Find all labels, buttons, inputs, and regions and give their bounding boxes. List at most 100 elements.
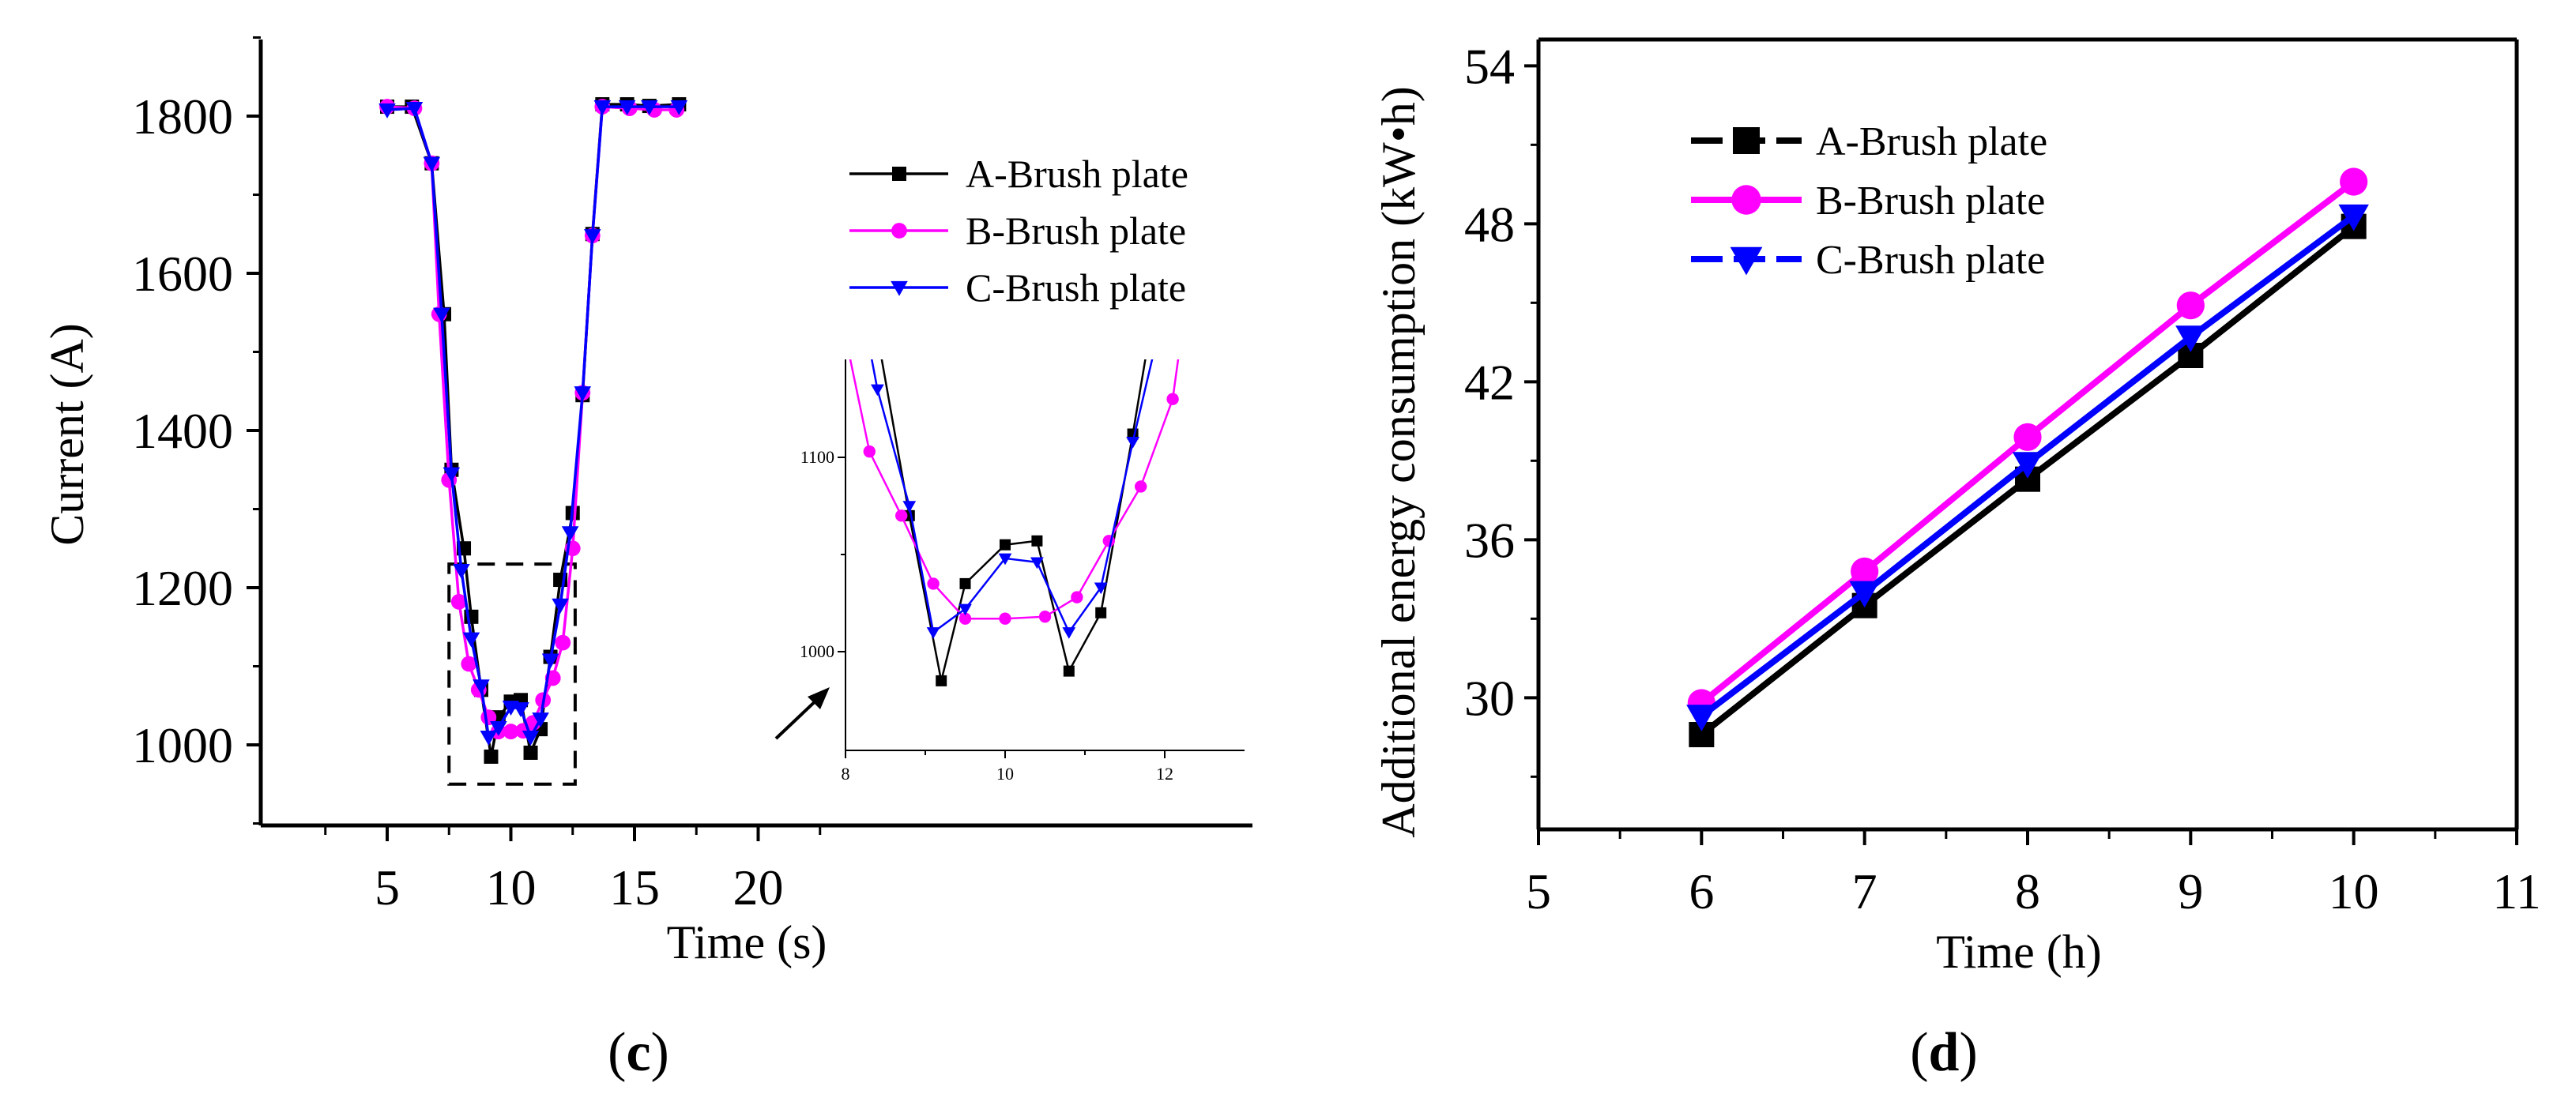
d-x-tick-label: 6 xyxy=(1689,863,1714,919)
c-series-c xyxy=(378,100,688,746)
c-data-point xyxy=(405,101,424,117)
c-series-line xyxy=(386,105,680,741)
panel-d-chart: 5 6 7 8 9 10 11 30 36 42 48 54 A-Brush plate B-Brush… xyxy=(1373,37,2541,1083)
c-data-point xyxy=(552,598,569,614)
c-inset-data-point xyxy=(999,612,1011,625)
c-inset-x-tick-label: 12 xyxy=(1156,764,1173,784)
panel-c-chart: 5 10 15 20 1000 1200 1400 1600 1800 8 10 12 1000 110… xyxy=(41,36,1252,1083)
c-inset-data-point xyxy=(1095,607,1107,618)
d-panel-label: (d) xyxy=(1910,1022,1978,1083)
d-data-point xyxy=(2012,452,2043,479)
c-x-axis-title: Time (s) xyxy=(667,916,827,968)
c-series-line xyxy=(386,105,677,733)
d-x-tick-label: 5 xyxy=(1526,863,1551,919)
c-data-point xyxy=(378,103,396,118)
d-series-a xyxy=(1689,213,2367,747)
c-data-point xyxy=(523,745,538,760)
d-series-layer xyxy=(1686,167,2369,747)
c-inset-data-point xyxy=(1030,557,1044,570)
c-data-point xyxy=(561,526,579,542)
d-legend-label: A-Brush plate xyxy=(1816,119,2047,164)
c-inset-data-point xyxy=(926,627,940,639)
d-x-tick-label: 11 xyxy=(2492,863,2541,919)
d-axis-ticks: 5 6 7 8 9 10 11 30 36 42 48 54 xyxy=(1464,38,2541,919)
d-data-point xyxy=(1686,705,1717,731)
d-legend-label: C-Brush plate xyxy=(1816,238,2045,283)
c-data-point xyxy=(583,229,601,245)
c-y-tick-label: 1600 xyxy=(132,246,233,302)
c-inset-data-point xyxy=(1031,535,1043,547)
c-inset-data-point xyxy=(927,577,940,590)
c-data-point xyxy=(503,724,519,739)
c-x-tick-label: 10 xyxy=(486,859,537,915)
c-zoom-box xyxy=(447,562,577,786)
d-data-point xyxy=(1851,557,1879,585)
c-legend-label: C-Brush plate xyxy=(966,265,1186,310)
c-inset-data-point xyxy=(863,445,876,458)
d-series-b xyxy=(1687,167,2368,717)
d-data-point xyxy=(2340,167,2368,196)
c-data-point xyxy=(593,100,612,115)
d-x-tick-label: 7 xyxy=(1852,863,1877,919)
c-data-point xyxy=(670,100,688,115)
c-data-point xyxy=(484,749,499,764)
c-y-tick-label: 1200 xyxy=(132,560,233,616)
c-inset-y-tick-label: 1100 xyxy=(800,447,834,467)
c-y-tick-label: 1800 xyxy=(132,88,233,145)
d-legend-label: B-Brush plate xyxy=(1816,179,2045,224)
d-legend-marker xyxy=(1733,127,1760,154)
d-data-point xyxy=(2338,204,2369,231)
c-legend-item-a: A-Brush plate xyxy=(849,152,1188,196)
d-x-tick-label: 9 xyxy=(2178,863,2203,919)
d-y-tick-label: 36 xyxy=(1464,512,1515,568)
c-series-layer xyxy=(378,97,688,764)
c-inset-x-tick-label: 8 xyxy=(842,764,850,784)
c-inset-data-point xyxy=(1038,611,1052,623)
c-inset-data-point xyxy=(871,384,884,397)
c-legend-marker xyxy=(891,280,908,296)
c-legend-label: A-Brush plate xyxy=(966,152,1188,196)
d-data-point xyxy=(1849,581,1880,608)
c-inset-y-tick-label: 1000 xyxy=(800,641,834,661)
c-data-point xyxy=(453,564,470,579)
c-inset-data-point xyxy=(1102,535,1116,547)
d-legend-item-c: C-Brush plate xyxy=(1691,238,2045,283)
c-inset-ticks: 8 10 12 1000 1100 xyxy=(800,447,1173,784)
c-inset-data-point xyxy=(1135,480,1147,493)
d-y-tick-label: 48 xyxy=(1464,196,1515,252)
c-inset-plot: 8 10 12 1000 1100 xyxy=(800,359,1245,784)
d-data-point xyxy=(2175,325,2206,352)
c-inset-data-point xyxy=(1063,665,1075,677)
c-inset-data-point xyxy=(1094,582,1108,595)
c-data-point xyxy=(522,730,540,746)
d-y-tick-label: 42 xyxy=(1464,354,1515,410)
c-inset-data-point xyxy=(1062,627,1076,639)
c-y-tick-label: 1400 xyxy=(132,403,233,459)
c-inset-data-point xyxy=(958,603,972,616)
c-y-tick-label: 1000 xyxy=(132,717,233,773)
c-x-tick-label: 20 xyxy=(733,859,784,915)
c-zoom-arrow xyxy=(774,687,830,740)
c-inset-data-point xyxy=(1166,393,1179,405)
c-legend-marker xyxy=(892,167,906,181)
c-inset-x-tick-label: 10 xyxy=(996,764,1014,784)
d-series-c xyxy=(1686,204,2369,731)
c-data-point xyxy=(640,100,658,115)
c-data-point xyxy=(490,721,507,736)
c-inset-data-point xyxy=(936,675,947,686)
c-inset-data-point xyxy=(1071,591,1083,603)
c-zoom-rectangle xyxy=(447,562,577,786)
c-axis-ticks: 5 10 15 20 1000 1200 1400 1600 1800 xyxy=(132,36,822,915)
c-inset-series-b xyxy=(849,359,1180,625)
d-y-tick-label: 54 xyxy=(1464,38,1515,94)
c-data-point xyxy=(480,730,498,746)
c-inset-data-point xyxy=(998,553,1012,566)
c-inset-series-layer xyxy=(849,359,1180,686)
c-series-line xyxy=(387,103,680,758)
d-legend-marker xyxy=(1731,185,1761,215)
c-data-point xyxy=(541,653,559,669)
c-data-point xyxy=(555,634,571,651)
d-legend-item-a: A-Brush plate xyxy=(1691,119,2047,164)
d-y-tick-label: 30 xyxy=(1464,670,1515,726)
c-data-point xyxy=(433,307,450,323)
